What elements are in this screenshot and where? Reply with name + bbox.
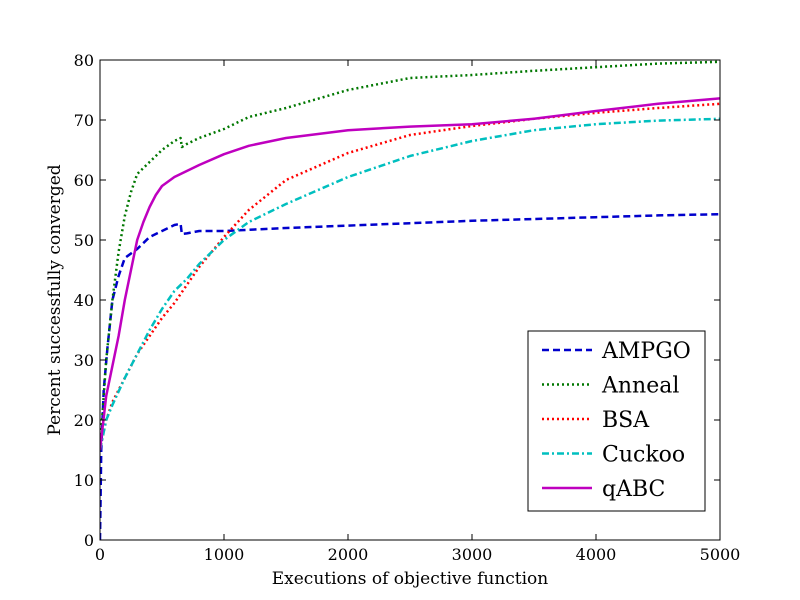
x-tick-label-0: 0	[95, 545, 105, 564]
legend-label-bsa: BSA	[602, 408, 650, 433]
y-tick-label-40: 40	[74, 291, 94, 310]
x-tick-label-5000: 5000	[700, 545, 741, 564]
y-tick-label-30: 30	[74, 351, 94, 370]
x-tick-label-2000: 2000	[328, 545, 369, 564]
y-axis-label: Percent successfully converged	[45, 164, 65, 435]
legend: AMPGO Anneal BSA Cuckoo qABC	[527, 330, 706, 512]
series-group	[100, 60, 720, 540]
legend-label-anneal: Anneal	[601, 374, 679, 399]
y-tick-label-0: 0	[84, 531, 94, 550]
y-tick-label-10: 10	[74, 471, 94, 490]
x-tick-label-1000: 1000	[204, 545, 245, 564]
legend-box	[527, 330, 706, 512]
legend-label-ampgo: AMPGO	[601, 339, 691, 364]
x-tick-label-3000: 3000	[452, 545, 493, 564]
x-tick-label-4000: 4000	[576, 545, 617, 564]
series-line-qabc	[100, 97, 720, 451]
x-axis-label: Executions of objective function	[272, 569, 549, 589]
legend-label-qabc: qABC	[602, 477, 665, 502]
series-line-ampgo	[100, 212, 720, 540]
y-tick-label-20: 20	[74, 411, 94, 430]
legend-label-cuckoo: Cuckoo	[602, 443, 685, 468]
y-tick-label-50: 50	[74, 231, 94, 250]
series-line-anneal	[100, 60, 720, 451]
y-tick-label-60: 60	[74, 171, 94, 190]
series-line-cuckoo	[100, 117, 720, 451]
y-tick-label-80: 80	[74, 51, 94, 70]
y-tick-label-70: 70	[74, 111, 94, 130]
